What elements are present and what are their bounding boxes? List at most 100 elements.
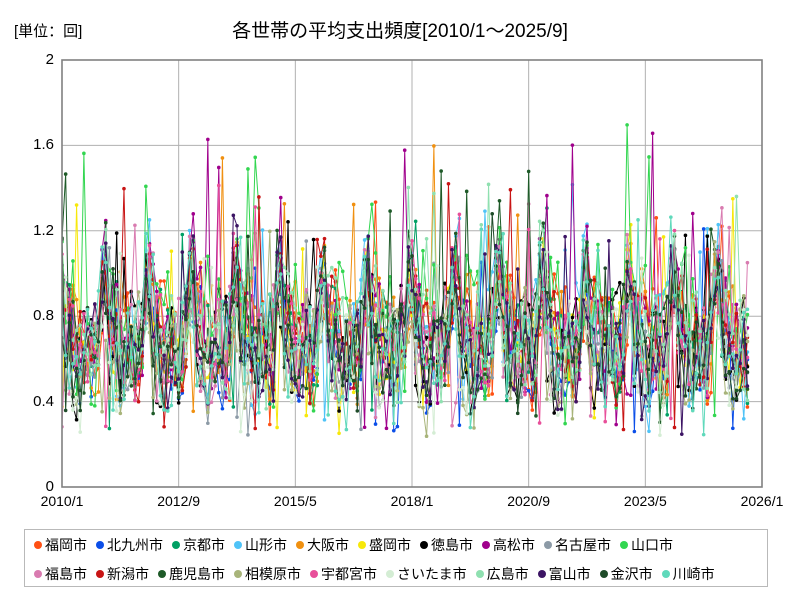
legend-item-徳島市[interactable]: 徳島市 <box>420 538 473 552</box>
series-marker <box>643 309 648 314</box>
series-marker <box>224 380 228 384</box>
series-marker <box>326 283 330 287</box>
series-marker <box>424 301 429 306</box>
series-marker <box>661 235 666 239</box>
series-marker <box>253 426 258 431</box>
series-marker <box>596 387 600 391</box>
series-marker <box>103 424 108 429</box>
series-marker <box>413 219 418 224</box>
series-marker <box>71 362 75 366</box>
legend-item-広島市[interactable]: 広島市 <box>475 567 529 581</box>
legend-item-宇都宮市[interactable]: 宇都宮市 <box>310 567 377 581</box>
series-marker <box>501 231 505 236</box>
series-marker <box>494 302 498 307</box>
legend-item-山形市[interactable]: 山形市 <box>234 538 287 552</box>
series-marker <box>282 387 287 392</box>
series-marker <box>216 390 221 395</box>
series-marker <box>340 383 345 388</box>
series-marker <box>238 302 243 307</box>
series-marker <box>701 432 706 437</box>
series-marker <box>727 225 731 230</box>
series-marker <box>370 408 374 412</box>
series-marker <box>698 388 702 392</box>
legend-item-福岡市[interactable]: 福岡市 <box>34 538 87 552</box>
legend-item-新潟市[interactable]: 新潟市 <box>96 567 149 581</box>
series-marker <box>424 296 429 301</box>
series-marker <box>304 362 309 367</box>
series-marker <box>512 331 516 335</box>
series-marker <box>738 361 742 366</box>
series-marker <box>669 322 673 326</box>
legend-item-名古屋市[interactable]: 名古屋市 <box>544 538 611 552</box>
series-marker <box>453 231 458 236</box>
series-marker <box>574 296 578 301</box>
series-marker <box>74 396 79 400</box>
series-marker <box>658 332 662 337</box>
series-marker <box>278 254 283 258</box>
series-marker <box>198 289 203 294</box>
series-marker <box>344 313 349 317</box>
legend-item-福島市[interactable]: 福島市 <box>34 567 87 581</box>
series-marker <box>526 370 531 374</box>
series-marker <box>329 284 334 289</box>
series-marker <box>472 426 476 430</box>
legend-item-山口市[interactable]: 山口市 <box>620 538 673 552</box>
series-marker <box>577 328 582 333</box>
legend-item-高松市[interactable]: 高松市 <box>482 538 535 552</box>
series-marker <box>424 340 429 345</box>
series-marker <box>701 318 706 323</box>
series-marker <box>731 426 735 431</box>
series-marker <box>140 373 145 378</box>
series-marker <box>242 382 247 386</box>
legend-item-盛岡市[interactable]: 盛岡市 <box>358 538 411 552</box>
series-marker <box>745 370 750 374</box>
legend-item-鹿児島市[interactable]: 鹿児島市 <box>158 567 225 581</box>
legend-item-金沢市[interactable]: 金沢市 <box>599 567 653 581</box>
series-marker <box>552 396 556 401</box>
series-marker <box>618 321 622 325</box>
legend-item-北九州市[interactable]: 北九州市 <box>96 538 163 552</box>
series-marker <box>158 353 163 358</box>
series-marker <box>326 329 330 333</box>
series-marker <box>136 399 141 404</box>
series-marker <box>705 402 710 406</box>
series-marker <box>734 347 739 352</box>
legend-item-相模原市[interactable]: 相模原市 <box>234 567 301 581</box>
series-marker <box>483 209 487 213</box>
legend-label: 北九州市 <box>107 536 163 553</box>
series-marker <box>129 379 134 384</box>
series-marker <box>607 307 611 312</box>
series-marker <box>257 353 261 358</box>
series-marker <box>738 298 742 303</box>
series-marker <box>461 385 465 390</box>
series-marker <box>588 343 593 348</box>
series-marker <box>326 359 330 364</box>
series-marker <box>464 325 469 330</box>
series-marker <box>93 339 97 344</box>
series-marker <box>504 295 509 300</box>
series-marker <box>515 318 520 323</box>
series-marker <box>731 366 735 371</box>
legend-item-富山市[interactable]: 富山市 <box>537 567 591 581</box>
series-marker <box>344 296 349 301</box>
series-marker <box>712 413 717 418</box>
series-marker <box>278 235 283 239</box>
legend-item-川崎市[interactable]: 川崎市 <box>661 567 715 581</box>
series-marker <box>93 302 97 306</box>
series-marker <box>402 389 407 394</box>
series-marker <box>534 414 538 418</box>
series-marker <box>574 352 578 357</box>
series-marker <box>475 387 480 392</box>
legend-item-さいたま市[interactable]: さいたま市 <box>386 567 467 581</box>
series-marker <box>289 388 294 392</box>
series-marker <box>694 313 699 317</box>
legend-item-大阪市[interactable]: 大阪市 <box>296 538 349 552</box>
series-marker <box>260 228 265 232</box>
legend-item-京都市[interactable]: 京都市 <box>172 538 225 552</box>
series-marker <box>158 325 163 329</box>
series-marker <box>614 321 618 326</box>
series-marker <box>479 354 484 359</box>
series-marker <box>665 392 670 397</box>
series-marker <box>716 262 721 266</box>
series-marker <box>424 330 429 334</box>
